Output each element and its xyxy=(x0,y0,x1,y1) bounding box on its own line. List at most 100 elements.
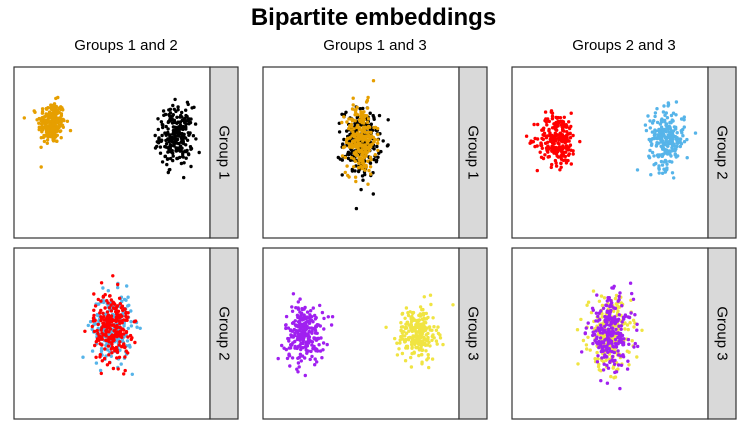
data-point xyxy=(555,116,559,120)
data-point xyxy=(625,349,629,353)
data-point xyxy=(427,325,432,329)
data-point xyxy=(532,122,536,127)
data-point xyxy=(536,122,540,127)
data-point xyxy=(420,323,424,327)
data-point xyxy=(611,309,616,313)
data-point xyxy=(368,165,373,169)
data-point xyxy=(347,117,351,121)
strip-label: Group 2 xyxy=(714,125,731,179)
data-point xyxy=(619,340,624,345)
data-point xyxy=(318,303,322,308)
data-point xyxy=(558,168,562,172)
data-point xyxy=(619,354,623,358)
data-point xyxy=(189,164,193,169)
data-point xyxy=(65,119,70,124)
data-point xyxy=(101,295,106,299)
data-point xyxy=(104,354,108,358)
data-point xyxy=(183,116,187,121)
data-point xyxy=(569,111,573,115)
data-point xyxy=(44,129,49,133)
data-point xyxy=(625,323,630,327)
data-point xyxy=(664,123,668,127)
data-point xyxy=(346,156,351,161)
data-point xyxy=(313,313,317,318)
data-point xyxy=(100,331,104,335)
data-point xyxy=(124,330,129,334)
data-point xyxy=(352,151,356,155)
data-point xyxy=(549,165,553,170)
data-point xyxy=(595,293,599,297)
data-point xyxy=(685,156,689,160)
data-point xyxy=(114,308,118,312)
data-point xyxy=(358,158,363,163)
data-point xyxy=(365,120,370,125)
data-point xyxy=(345,164,349,168)
data-point xyxy=(302,315,306,320)
data-point xyxy=(601,306,606,310)
data-point xyxy=(376,126,380,131)
data-point xyxy=(361,106,365,111)
data-point xyxy=(343,155,347,160)
data-point xyxy=(420,348,424,353)
data-point xyxy=(45,138,50,142)
data-point xyxy=(365,98,370,103)
data-point xyxy=(569,124,573,129)
data-point xyxy=(616,349,620,353)
data-point xyxy=(429,302,433,307)
data-point xyxy=(418,312,422,316)
data-point xyxy=(567,120,571,124)
strip-label: Group 1 xyxy=(465,125,482,179)
data-point xyxy=(37,121,41,125)
data-point xyxy=(315,360,319,364)
data-point xyxy=(174,141,179,145)
data-point xyxy=(559,161,563,166)
data-point xyxy=(563,139,567,143)
data-point xyxy=(364,163,368,168)
data-point xyxy=(680,131,684,135)
data-point xyxy=(668,150,672,154)
data-point xyxy=(661,110,666,114)
data-point xyxy=(294,306,298,310)
data-point xyxy=(99,349,104,353)
data-point xyxy=(556,124,560,128)
data-point xyxy=(560,133,564,137)
data-point xyxy=(48,122,52,127)
data-point xyxy=(553,148,558,152)
data-point xyxy=(653,133,657,137)
data-point xyxy=(161,109,166,113)
data-point xyxy=(168,114,172,118)
data-point xyxy=(434,328,439,332)
data-point xyxy=(104,333,108,337)
data-point xyxy=(674,137,678,141)
data-point xyxy=(655,120,660,125)
data-point xyxy=(544,120,548,124)
data-point xyxy=(659,120,664,124)
data-point xyxy=(580,350,584,354)
facet-panel: Group 3 xyxy=(262,247,488,420)
data-point xyxy=(351,103,355,107)
data-point xyxy=(318,349,323,353)
data-point xyxy=(93,304,98,308)
data-point xyxy=(541,133,545,137)
data-point xyxy=(628,321,632,325)
data-point xyxy=(556,155,561,159)
data-point xyxy=(300,307,305,312)
data-point xyxy=(540,146,544,150)
point-cluster xyxy=(83,274,138,376)
data-point xyxy=(596,364,601,369)
data-point xyxy=(299,359,303,363)
data-point xyxy=(407,329,411,333)
data-point xyxy=(126,295,130,299)
data-point xyxy=(606,336,610,340)
data-point xyxy=(647,154,651,158)
data-point xyxy=(621,355,626,359)
data-point xyxy=(665,116,670,120)
data-point xyxy=(578,139,582,144)
data-point xyxy=(130,372,134,376)
data-point xyxy=(612,362,617,366)
data-point xyxy=(290,309,295,313)
data-point xyxy=(626,359,630,363)
data-point xyxy=(175,147,179,151)
data-point xyxy=(307,326,312,330)
data-point xyxy=(604,358,608,362)
